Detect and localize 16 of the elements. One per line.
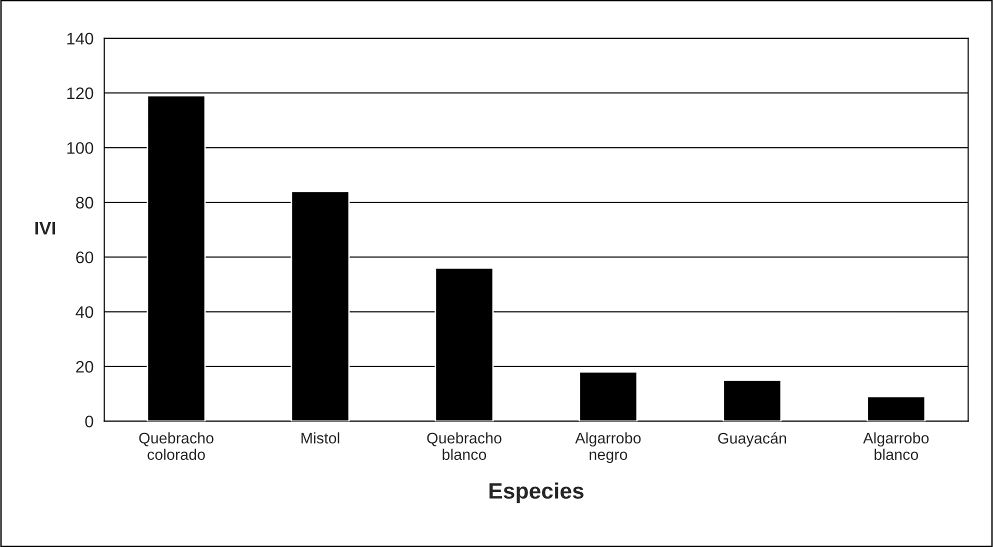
y-tick-label: 80 — [76, 196, 94, 209]
y-tick-label: 20 — [76, 360, 94, 373]
y-tick-label: 0 — [85, 416, 94, 428]
x-tick-label: Quebracho blanco — [427, 432, 502, 460]
y-tick-label: 100 — [67, 142, 94, 154]
y-tick-label: 40 — [76, 306, 94, 318]
y-tick-label: 140 — [67, 32, 94, 44]
x-tick-label: Mistol — [302, 432, 340, 444]
y-tick-label: 120 — [67, 87, 94, 100]
x-tick-label: Guayacán — [718, 432, 786, 447]
y-tick-label: 60 — [76, 251, 94, 264]
y-axis-title: IVI — [35, 222, 56, 234]
x-tick-label: Algarrobo blanco — [863, 432, 929, 460]
x-axis-title: Especies — [490, 482, 584, 504]
x-tick-label: Algarrobo negro — [575, 432, 641, 463]
x-tick-label: Quebracho colorado — [139, 432, 214, 460]
